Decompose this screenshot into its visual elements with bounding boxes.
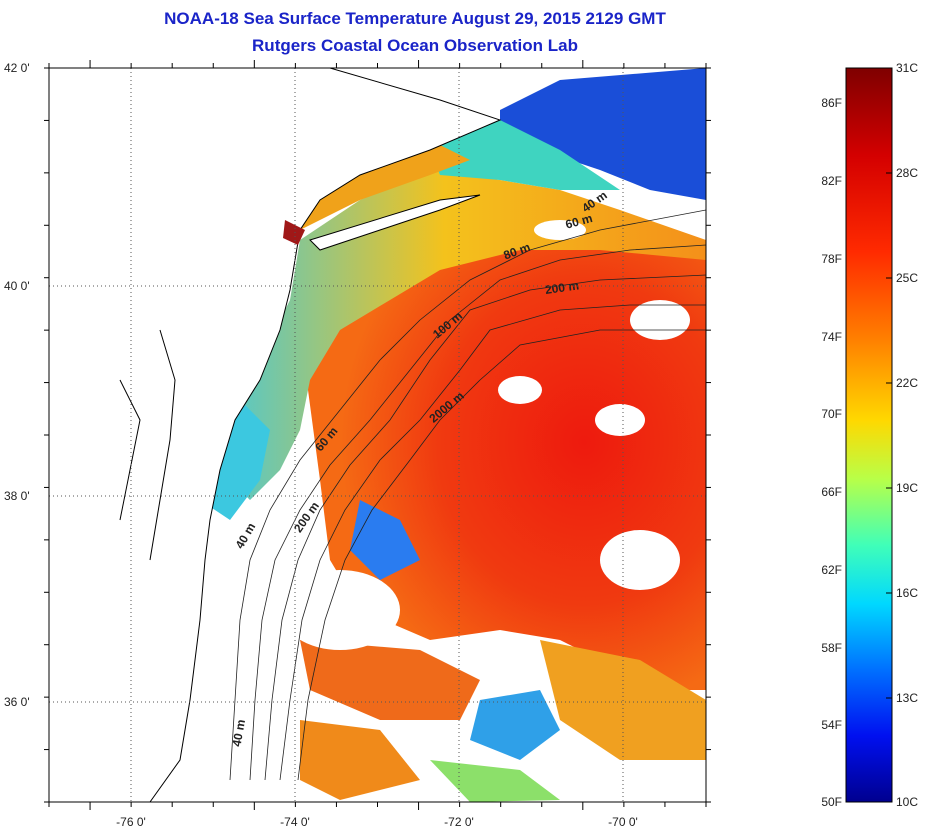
contour-label: 60 m [564,211,594,232]
celsius-label: 28C [896,166,918,180]
celsius-label: 16C [896,586,918,600]
contour-label: 200 m [544,278,580,297]
lon-tick-label: -72 0' [444,815,474,829]
map-subtitle: Rutgers Coastal Ocean Observation Lab [252,36,578,55]
fahrenheit-label: 82F [821,174,842,188]
lon-tick-label: -76 0' [116,815,146,829]
fahrenheit-label: 58F [821,641,842,655]
fahrenheit-labels: 86F 82F 78F 74F 70F 66F 62F 58F 54F 50F [821,96,842,809]
fahrenheit-label: 86F [821,96,842,110]
celsius-label: 19C [896,481,918,495]
lon-tick-label: -74 0' [280,815,310,829]
fahrenheit-label: 74F [821,330,842,344]
lat-tick-label: 36 0' [4,695,30,709]
fahrenheit-label: 78F [821,252,842,266]
map-title: NOAA-18 Sea Surface Temperature August 2… [164,9,666,28]
lat-tick-label: 42 0' [4,61,30,75]
lon-tick-labels: -76 0' -74 0' -72 0' -70 0' [116,815,638,829]
lon-tick-label: -70 0' [608,815,638,829]
colorbar-gradient [845,67,893,803]
axis-ticks [44,60,711,810]
depth-contours [229,209,706,781]
fahrenheit-label: 66F [821,485,842,499]
celsius-label: 10C [896,795,918,809]
celsius-label: 25C [896,271,918,285]
lat-tick-label: 40 0' [4,279,30,293]
graticule [49,68,706,802]
celsius-label: 22C [896,376,918,390]
lat-tick-labels: 42 0' 40 0' 38 0' 36 0' [4,61,30,709]
fahrenheit-label: 54F [821,718,842,732]
celsius-label: 13C [896,691,918,705]
fahrenheit-label: 50F [821,795,842,809]
fahrenheit-label: 70F [821,407,842,421]
celsius-label: 31C [896,61,918,75]
fahrenheit-label: 62F [821,563,842,577]
colorbar-ticks [886,67,892,803]
sst-image: 40 m 60 m 80 m 200 m 100 m 2000 m 60 m 2… [49,68,706,802]
celsius-labels: 31C 28C 25C 22C 19C 16C 13C 10C [896,61,918,809]
contour-label: 40 m [230,718,249,747]
lat-tick-label: 38 0' [4,489,30,503]
